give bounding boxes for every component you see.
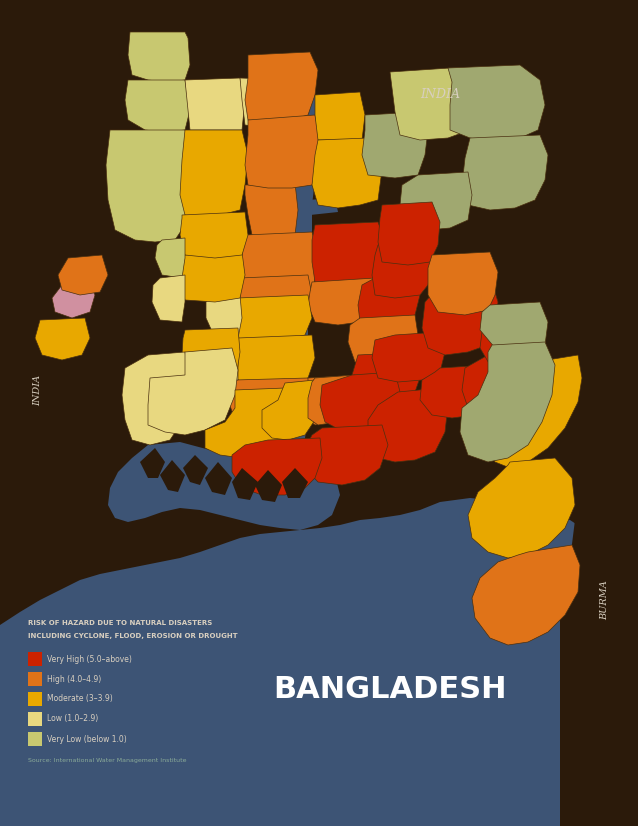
Polygon shape: [400, 172, 472, 230]
Polygon shape: [282, 468, 308, 498]
Polygon shape: [180, 130, 248, 218]
Polygon shape: [205, 388, 295, 458]
Polygon shape: [108, 442, 340, 530]
Polygon shape: [312, 138, 382, 208]
Polygon shape: [128, 32, 190, 82]
Polygon shape: [320, 372, 400, 432]
Polygon shape: [232, 335, 315, 385]
Polygon shape: [245, 52, 318, 122]
Polygon shape: [358, 275, 420, 325]
Polygon shape: [560, 0, 638, 826]
Polygon shape: [232, 468, 258, 500]
Polygon shape: [312, 222, 385, 288]
Polygon shape: [368, 388, 448, 462]
Polygon shape: [480, 302, 548, 352]
Polygon shape: [372, 332, 445, 382]
Polygon shape: [378, 202, 440, 265]
Polygon shape: [390, 68, 478, 140]
Polygon shape: [183, 455, 208, 485]
Polygon shape: [0, 498, 638, 826]
Polygon shape: [180, 252, 245, 302]
Polygon shape: [35, 318, 90, 360]
Polygon shape: [308, 198, 338, 215]
Text: Very Low (below 1.0): Very Low (below 1.0): [47, 734, 127, 743]
Bar: [28, 672, 42, 686]
Bar: [28, 712, 42, 726]
Polygon shape: [245, 115, 320, 188]
Polygon shape: [140, 448, 165, 478]
Polygon shape: [58, 255, 108, 295]
Polygon shape: [480, 322, 545, 368]
Polygon shape: [122, 352, 188, 445]
Text: BURMA: BURMA: [600, 580, 609, 620]
Polygon shape: [232, 295, 312, 342]
Polygon shape: [0, 0, 110, 600]
Text: Moderate (3–3.9): Moderate (3–3.9): [47, 695, 113, 704]
Polygon shape: [348, 315, 418, 365]
Bar: [28, 652, 42, 666]
Polygon shape: [240, 232, 318, 305]
Polygon shape: [245, 183, 298, 238]
Polygon shape: [152, 275, 185, 322]
Text: Source: International Water Management Institute: Source: International Water Management I…: [28, 758, 186, 763]
Polygon shape: [208, 338, 238, 400]
Polygon shape: [472, 545, 580, 645]
Polygon shape: [372, 242, 432, 298]
Polygon shape: [232, 438, 322, 495]
Polygon shape: [352, 352, 422, 400]
Polygon shape: [125, 80, 190, 132]
Polygon shape: [448, 65, 545, 142]
Polygon shape: [240, 78, 298, 128]
Text: High (4.0–4.9): High (4.0–4.9): [47, 675, 101, 683]
Polygon shape: [228, 378, 312, 425]
Polygon shape: [185, 78, 245, 130]
Text: RISK OF HAZARD DUE TO NATURAL DISASTERS: RISK OF HAZARD DUE TO NATURAL DISASTERS: [28, 620, 212, 626]
Text: Low (1.0–2.9): Low (1.0–2.9): [47, 714, 98, 724]
Polygon shape: [308, 278, 380, 325]
Polygon shape: [205, 462, 232, 495]
Polygon shape: [422, 282, 498, 355]
Polygon shape: [428, 252, 498, 315]
Polygon shape: [305, 425, 388, 485]
Polygon shape: [106, 130, 192, 242]
Text: BANGLADESH: BANGLADESH: [273, 676, 507, 705]
Polygon shape: [160, 460, 185, 492]
Bar: [28, 732, 42, 746]
Polygon shape: [206, 295, 242, 338]
Polygon shape: [468, 458, 575, 558]
Polygon shape: [462, 135, 548, 210]
Polygon shape: [420, 365, 495, 418]
Polygon shape: [255, 470, 282, 502]
Polygon shape: [52, 280, 95, 318]
Polygon shape: [362, 112, 428, 178]
Polygon shape: [485, 355, 582, 468]
Polygon shape: [155, 238, 185, 278]
Polygon shape: [318, 105, 342, 125]
Polygon shape: [462, 352, 542, 415]
Polygon shape: [182, 328, 240, 380]
Polygon shape: [262, 380, 320, 440]
Text: INCLUDING CYCLONE, FLOOD, EROSION OR DROUGHT: INCLUDING CYCLONE, FLOOD, EROSION OR DRO…: [28, 633, 237, 639]
Polygon shape: [308, 375, 358, 425]
Text: INDIA: INDIA: [420, 88, 460, 102]
Text: INDIA: INDIA: [34, 374, 43, 406]
Polygon shape: [148, 348, 238, 435]
Polygon shape: [180, 212, 248, 258]
Polygon shape: [285, 78, 318, 468]
Polygon shape: [460, 342, 555, 462]
Polygon shape: [238, 275, 312, 322]
Polygon shape: [305, 375, 362, 425]
Bar: [28, 692, 42, 706]
Polygon shape: [315, 92, 365, 140]
Text: Very High (5.0–above): Very High (5.0–above): [47, 654, 132, 663]
Polygon shape: [0, 0, 638, 70]
